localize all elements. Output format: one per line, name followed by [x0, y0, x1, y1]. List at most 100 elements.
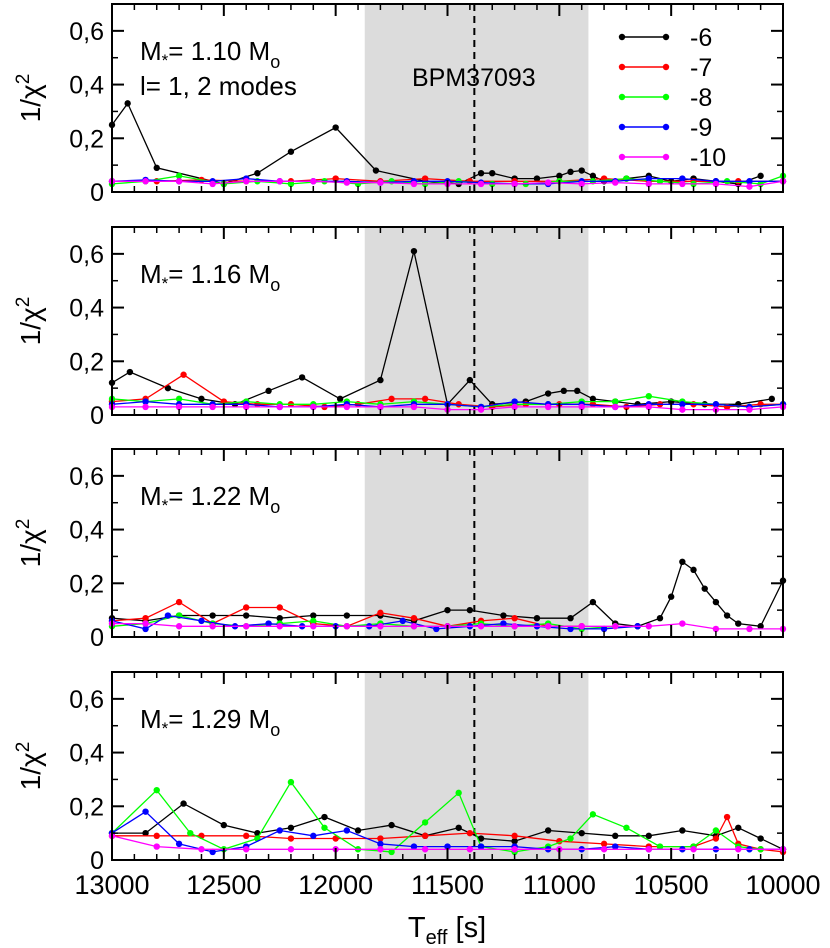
- y-tick-label: 0: [90, 624, 104, 652]
- data-point: [589, 811, 597, 818]
- data-point: [623, 824, 630, 831]
- data-point: [466, 829, 474, 837]
- data-point: [276, 403, 283, 411]
- data-point: [701, 585, 708, 592]
- data-point: [477, 170, 485, 177]
- data-point: [712, 827, 720, 834]
- modes-label: l= 1, 2 modes: [140, 71, 297, 101]
- data-point: [287, 835, 295, 842]
- data-point: [287, 824, 295, 831]
- mass-label: M*= 1.16 Mo: [140, 259, 280, 295]
- data-point: [343, 179, 351, 186]
- data-point: [574, 387, 581, 395]
- data-point: [511, 846, 518, 853]
- data-point: [310, 623, 317, 630]
- data-point: [198, 617, 205, 625]
- x-axis-label: Teff [s]: [408, 912, 486, 948]
- y-tick-label: 0: [90, 847, 104, 875]
- data-point: [254, 170, 261, 177]
- data-point: [332, 175, 339, 182]
- x-tick-label: 11000: [523, 870, 596, 900]
- data-point: [310, 403, 317, 411]
- data-point: [243, 832, 250, 840]
- y-tick-label: 0,6: [69, 686, 104, 714]
- data-point: [175, 623, 183, 630]
- y-tick-label: 0,4: [69, 740, 104, 768]
- data-point: [690, 566, 697, 574]
- data-point: [679, 620, 686, 627]
- data-point: [421, 832, 429, 840]
- data-point: [243, 403, 250, 411]
- legend-label: -7: [690, 54, 712, 82]
- legend-label: -8: [690, 84, 712, 112]
- data-point: [723, 813, 731, 821]
- data-point: [612, 179, 619, 186]
- data-point: [388, 395, 395, 403]
- data-point: [343, 827, 351, 834]
- data-point: [243, 846, 250, 853]
- data-point: [209, 180, 216, 188]
- data-point: [735, 824, 742, 831]
- data-point: [287, 846, 295, 853]
- reference-label: BPM37093: [412, 64, 536, 92]
- data-point: [410, 623, 418, 630]
- data-point: [679, 406, 686, 413]
- data-point: [343, 403, 351, 411]
- data-point: [511, 180, 518, 188]
- y-tick-label: 0,4: [69, 72, 104, 100]
- data-point: [153, 843, 160, 850]
- panel-3: 0 0,2 0,4 0,6 1/χ2 M*= 1.22 Mo: [13, 448, 787, 652]
- data-point: [656, 615, 664, 622]
- data-point: [746, 183, 753, 190]
- data-point: [142, 620, 149, 627]
- data-point: [153, 786, 160, 794]
- y-tick-label: 0: [90, 179, 104, 207]
- data-point: [578, 403, 585, 411]
- data-point: [332, 124, 339, 131]
- legend-marker: [662, 153, 670, 161]
- data-point: [612, 398, 619, 405]
- data-point: [372, 167, 380, 174]
- x-tick-label: 10500: [634, 870, 709, 900]
- data-point: [544, 403, 552, 411]
- data-point: [489, 170, 496, 177]
- data-point: [477, 406, 485, 413]
- y-tick-label: 0,6: [69, 18, 104, 46]
- data-point: [444, 843, 451, 850]
- y-tick-label: 0,4: [69, 517, 104, 545]
- data-point: [410, 843, 418, 850]
- data-point: [723, 612, 731, 619]
- data-point: [287, 148, 295, 155]
- legend-marker: [662, 63, 670, 71]
- data-point: [567, 168, 574, 176]
- y-tick-label: 0,2: [69, 570, 104, 598]
- data-point: [712, 835, 720, 842]
- data-point: [198, 846, 205, 853]
- data-point: [600, 840, 608, 848]
- y-axis-label: 1/χ2: [13, 742, 46, 791]
- legend-label: -6: [690, 24, 712, 52]
- legend-label: -9: [690, 114, 712, 142]
- legend-marker: [618, 153, 626, 161]
- data-point: [679, 401, 686, 408]
- legend: -6-7-8-9-10: [618, 24, 726, 172]
- data-point: [377, 846, 384, 853]
- data-point: [645, 393, 652, 400]
- y-axis-label: 1/χ2: [13, 74, 46, 123]
- data-point: [198, 395, 205, 403]
- data-point: [175, 840, 183, 848]
- data-point: [164, 612, 172, 619]
- y-axis-label: 1/χ2: [13, 519, 46, 568]
- data-point: [533, 175, 541, 182]
- y-tick-label: 0,2: [69, 793, 104, 821]
- data-point: [690, 846, 697, 853]
- shaded-band: [364, 449, 589, 637]
- legend-marker: [618, 63, 626, 71]
- shaded-band: [364, 227, 589, 415]
- data-point: [455, 789, 462, 797]
- data-point: [321, 824, 328, 831]
- data-point: [511, 832, 518, 840]
- data-point: [243, 612, 250, 619]
- data-point: [578, 829, 585, 837]
